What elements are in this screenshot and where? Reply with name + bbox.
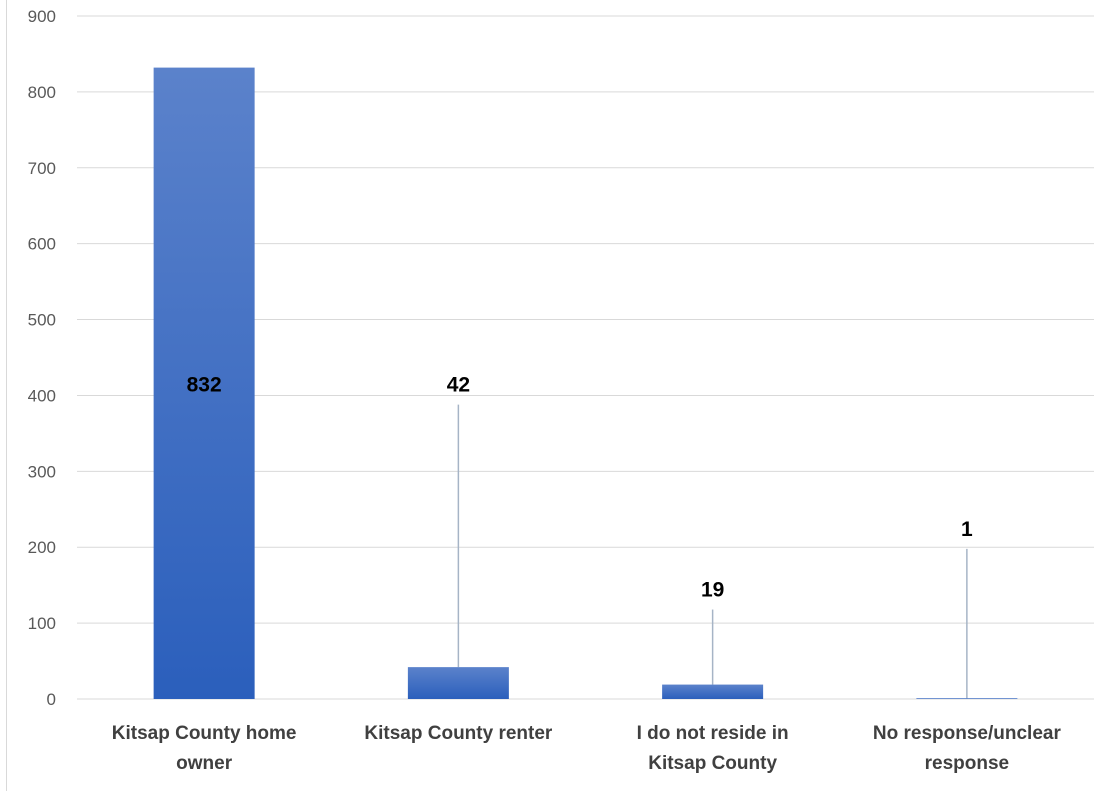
x-axis-category-labels: Kitsap County home owner Kitsap County ren…	[112, 723, 1062, 774]
category-label: I do not reside in	[637, 723, 789, 744]
bar	[407, 667, 509, 699]
y-tick-label: 800	[28, 83, 56, 102]
data-label-leader-lines	[457, 404, 968, 699]
bar	[662, 684, 764, 699]
y-tick-label: 900	[28, 7, 56, 26]
data-label: 832	[187, 373, 222, 396]
bars	[153, 67, 1018, 700]
data-labels: 832 42 19 1	[187, 373, 973, 601]
y-tick-label: 0	[47, 690, 56, 709]
y-tick-label: 200	[28, 538, 56, 557]
category-label: owner	[176, 753, 233, 774]
data-label: 19	[701, 579, 724, 602]
category-label: No response/unclear	[873, 723, 1062, 744]
y-tick-label: 100	[28, 614, 56, 633]
data-label: 1	[961, 518, 973, 541]
data-label: 42	[447, 374, 470, 397]
y-tick-label: 600	[28, 235, 56, 254]
bar	[153, 67, 255, 700]
category-label: Kitsap County home	[112, 723, 297, 744]
y-tick-label: 300	[28, 462, 56, 481]
bar	[916, 698, 1018, 699]
y-axis-tick-labels: 0 100 200 300 400 500 600 700 800 900	[28, 7, 56, 709]
category-label: response	[925, 753, 1009, 774]
category-label: Kitsap County	[648, 753, 777, 774]
category-label: Kitsap County renter	[364, 723, 553, 744]
y-tick-label: 700	[28, 159, 56, 178]
y-tick-label: 500	[28, 311, 56, 330]
y-tick-label: 400	[28, 386, 56, 405]
chart-left-border	[6, 0, 7, 791]
